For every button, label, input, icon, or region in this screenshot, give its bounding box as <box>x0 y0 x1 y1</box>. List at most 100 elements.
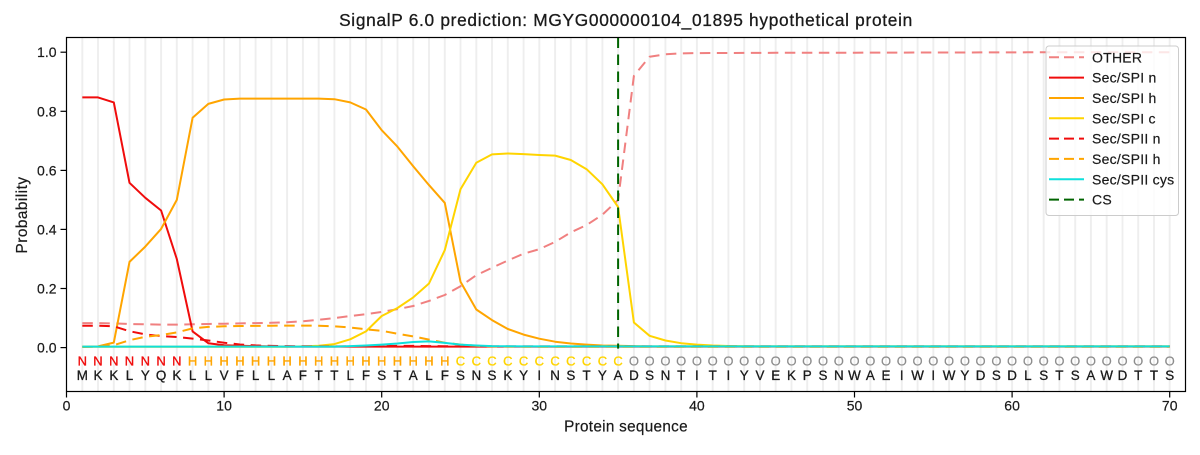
svg-text:D: D <box>1007 368 1017 383</box>
svg-text:Y: Y <box>141 368 150 383</box>
svg-text:D: D <box>1118 368 1128 383</box>
svg-text:O: O <box>1070 354 1080 369</box>
svg-text:O: O <box>913 354 923 369</box>
svg-text:Y: Y <box>598 368 607 383</box>
svg-text:O: O <box>1039 354 1049 369</box>
svg-text:10: 10 <box>216 398 232 414</box>
svg-text:20: 20 <box>374 398 390 414</box>
svg-text:N: N <box>141 354 150 369</box>
svg-text:N: N <box>834 368 844 383</box>
svg-text:Sec/SPII h: Sec/SPII h <box>1092 151 1161 167</box>
svg-text:0.0: 0.0 <box>37 340 57 356</box>
svg-text:I: I <box>727 368 731 383</box>
svg-text:L: L <box>346 368 353 383</box>
svg-text:O: O <box>1133 354 1143 369</box>
svg-text:H: H <box>409 354 418 369</box>
svg-text:O: O <box>1054 354 1064 369</box>
svg-text:K: K <box>503 368 512 383</box>
svg-text:L: L <box>205 368 212 383</box>
svg-text:70: 70 <box>1162 398 1178 414</box>
svg-text:L: L <box>1024 368 1031 383</box>
svg-text:V: V <box>220 368 229 383</box>
svg-text:Protein sequence: Protein sequence <box>564 419 688 436</box>
svg-text:C: C <box>519 354 528 369</box>
svg-text:I: I <box>695 368 699 383</box>
svg-text:N: N <box>550 368 560 383</box>
svg-text:L: L <box>126 368 133 383</box>
svg-text:0: 0 <box>63 398 71 414</box>
svg-text:L: L <box>252 368 259 383</box>
svg-text:H: H <box>314 354 323 369</box>
svg-text:O: O <box>786 354 796 369</box>
svg-text:I: I <box>900 368 904 383</box>
svg-text:W: W <box>1100 368 1113 383</box>
svg-text:E: E <box>771 368 780 383</box>
svg-text:Q: Q <box>156 368 166 383</box>
svg-text:H: H <box>440 354 449 369</box>
svg-text:S: S <box>566 368 575 383</box>
svg-text:A: A <box>409 368 418 383</box>
svg-text:A: A <box>614 368 623 383</box>
svg-text:W: W <box>911 368 924 383</box>
svg-text:O: O <box>708 354 718 369</box>
svg-text:CS: CS <box>1092 192 1112 208</box>
svg-text:O: O <box>928 354 938 369</box>
svg-text:H: H <box>267 354 276 369</box>
svg-text:V: V <box>756 368 765 383</box>
svg-text:K: K <box>172 368 181 383</box>
svg-text:O: O <box>865 354 875 369</box>
svg-text:H: H <box>282 354 291 369</box>
svg-text:O: O <box>1165 354 1175 369</box>
svg-text:H: H <box>235 354 244 369</box>
svg-text:T: T <box>677 368 685 383</box>
svg-text:T: T <box>1150 368 1158 383</box>
svg-text:0.8: 0.8 <box>37 103 57 119</box>
svg-text:N: N <box>172 354 181 369</box>
svg-text:O: O <box>1007 354 1017 369</box>
svg-text:30: 30 <box>532 398 548 414</box>
svg-text:N: N <box>156 354 165 369</box>
svg-text:H: H <box>204 354 213 369</box>
svg-text:L: L <box>425 368 432 383</box>
svg-text:O: O <box>834 354 844 369</box>
svg-text:N: N <box>471 368 481 383</box>
svg-text:C: C <box>582 354 591 369</box>
svg-text:C: C <box>456 354 465 369</box>
svg-text:O: O <box>944 354 954 369</box>
svg-text:Sec/SPI c: Sec/SPI c <box>1092 110 1156 126</box>
svg-text:A: A <box>1086 368 1095 383</box>
svg-text:0.6: 0.6 <box>37 162 57 178</box>
svg-text:O: O <box>692 354 702 369</box>
svg-text:Y: Y <box>960 368 969 383</box>
svg-text:O: O <box>629 354 639 369</box>
svg-text:50: 50 <box>847 398 863 414</box>
svg-text:A: A <box>866 368 875 383</box>
svg-text:N: N <box>109 354 118 369</box>
svg-text:S: S <box>819 368 828 383</box>
svg-text:K: K <box>787 368 796 383</box>
svg-text:C: C <box>550 354 559 369</box>
svg-text:O: O <box>660 354 670 369</box>
svg-text:S: S <box>1165 368 1174 383</box>
svg-text:H: H <box>361 354 370 369</box>
svg-text:O: O <box>645 354 655 369</box>
svg-text:SignalP 6.0 prediction: MGYG00: SignalP 6.0 prediction: MGYG000000104_01… <box>339 10 913 30</box>
svg-text:S: S <box>456 368 465 383</box>
svg-text:I: I <box>931 368 935 383</box>
svg-text:F: F <box>362 368 370 383</box>
svg-text:0.2: 0.2 <box>37 281 57 297</box>
svg-text:H: H <box>346 354 355 369</box>
svg-text:H: H <box>424 354 433 369</box>
svg-text:S: S <box>1071 368 1080 383</box>
svg-text:H: H <box>298 354 307 369</box>
svg-text:Y: Y <box>740 368 749 383</box>
svg-text:O: O <box>960 354 970 369</box>
svg-text:O: O <box>771 354 781 369</box>
svg-text:OTHER: OTHER <box>1092 49 1142 65</box>
svg-text:H: H <box>393 354 402 369</box>
svg-text:N: N <box>125 354 134 369</box>
svg-text:O: O <box>976 354 986 369</box>
svg-text:Y: Y <box>519 368 528 383</box>
svg-text:O: O <box>802 354 812 369</box>
svg-text:C: C <box>503 354 512 369</box>
